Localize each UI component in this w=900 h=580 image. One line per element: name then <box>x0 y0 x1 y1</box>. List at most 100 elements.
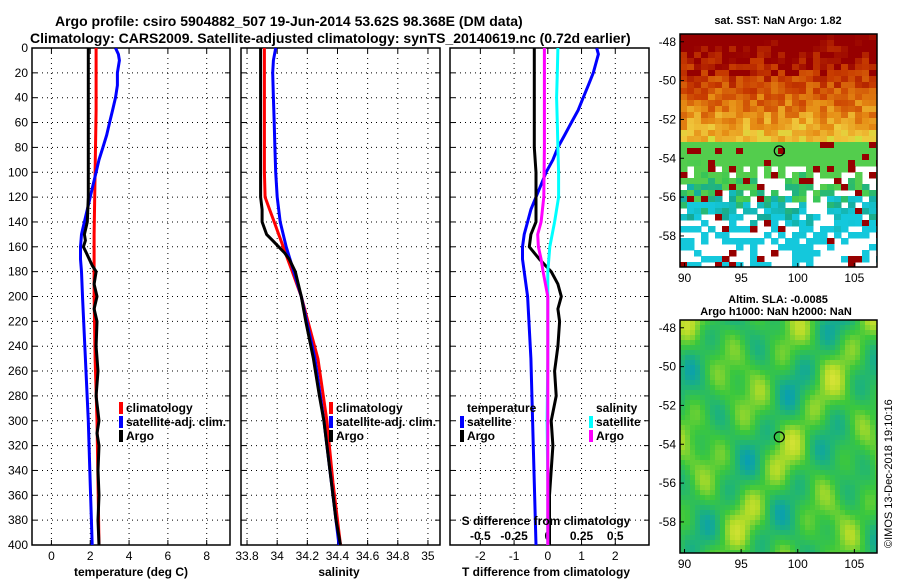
sst-cell <box>869 118 877 125</box>
sla-cell <box>760 375 766 381</box>
sst-cell <box>820 154 828 161</box>
sla-cell <box>680 365 686 371</box>
sla-cell <box>815 465 821 471</box>
sst-cell <box>799 178 807 185</box>
sla-cell <box>725 405 731 411</box>
sla-cell <box>725 450 731 456</box>
sla-cell <box>740 460 746 466</box>
sla-cell <box>700 540 706 546</box>
sla-cell <box>730 330 736 336</box>
sst-cell <box>708 118 716 125</box>
sla-cell <box>690 320 696 326</box>
sst-cell <box>785 76 793 83</box>
sst-cell <box>834 88 842 95</box>
sla-cell <box>805 375 811 381</box>
sla-cell <box>680 420 686 426</box>
sla-cell <box>815 475 821 481</box>
map-y-tick-label: -54 <box>659 437 677 451</box>
sla-cell <box>775 425 781 431</box>
sla-cell <box>765 375 771 381</box>
sst-cell <box>687 214 695 221</box>
sla-cell <box>725 340 731 346</box>
sla-cell <box>860 420 866 426</box>
sla-cell <box>750 425 756 431</box>
sst-cell <box>687 148 695 155</box>
sst-cell <box>694 148 702 155</box>
sst-cell <box>855 160 863 167</box>
sst-cell <box>701 136 709 143</box>
sst-cell <box>680 196 688 203</box>
sst-cell <box>722 238 730 245</box>
sla-cell <box>865 550 871 553</box>
sla-cell <box>850 415 856 421</box>
sla-cell <box>805 380 811 386</box>
sla-cell <box>765 360 771 366</box>
sla-cell <box>845 495 851 501</box>
sla-cell <box>795 405 801 411</box>
sla-cell <box>830 500 836 506</box>
sla-cell <box>705 465 711 471</box>
sst-cell <box>855 76 863 83</box>
sla-cell <box>680 505 686 511</box>
sst-cell <box>736 238 744 245</box>
sst-cell <box>848 112 856 119</box>
sla-cell <box>725 465 731 471</box>
sla-cell <box>795 465 801 471</box>
sla-cell <box>800 425 806 431</box>
sla-cell <box>780 465 786 471</box>
map-x-tick-label: 100 <box>788 271 808 285</box>
sla-cell <box>830 395 836 401</box>
legend-swatch-satellite <box>329 416 333 428</box>
sst-cell <box>841 184 849 191</box>
sla-cell <box>790 410 796 416</box>
sst-cell <box>764 52 772 59</box>
sla-cell <box>690 520 696 526</box>
sla-cell <box>750 430 756 436</box>
sla-cell <box>725 370 731 376</box>
sla-cell <box>745 365 751 371</box>
sst-cell <box>708 106 716 113</box>
sla-cell <box>710 385 716 391</box>
sst-cell <box>708 184 716 191</box>
sla-cell <box>850 520 856 526</box>
sst-cell <box>785 100 793 107</box>
sla-cell <box>685 535 691 541</box>
sla-cell <box>755 530 761 536</box>
sla-cell <box>705 380 711 386</box>
sla-cell <box>875 430 877 436</box>
sst-cell <box>827 172 835 179</box>
map-y-tick-label: -54 <box>659 151 677 165</box>
sst-cell <box>834 178 842 185</box>
sla-cell <box>870 440 876 446</box>
sst-cell <box>680 202 688 209</box>
map-y-tick-label: -58 <box>659 515 677 529</box>
sla-cell <box>820 470 826 476</box>
sla-cell <box>800 445 806 451</box>
sla-cell <box>850 425 856 431</box>
sla-cell <box>845 500 851 506</box>
sla-cell <box>755 495 761 501</box>
sla-cell <box>865 460 871 466</box>
sla-cell <box>845 395 851 401</box>
sla-cell <box>875 335 877 341</box>
sla-cell <box>795 425 801 431</box>
sst-cell <box>701 52 709 59</box>
sla-cell <box>855 450 861 456</box>
sla-cell <box>835 395 841 401</box>
sla-cell <box>865 420 871 426</box>
sla-cell <box>695 440 701 446</box>
sla-cell <box>720 500 726 506</box>
sst-cell <box>694 202 702 209</box>
sst-cell <box>862 100 870 107</box>
sst-cell <box>680 82 688 89</box>
sla-cell <box>755 375 761 381</box>
sla-cell <box>695 340 701 346</box>
sla-cell <box>785 390 791 396</box>
sla-cell <box>685 545 691 551</box>
sla-cell <box>800 535 806 541</box>
sla-cell <box>740 330 746 336</box>
sla-cell <box>835 430 841 436</box>
sla-cell <box>695 330 701 336</box>
sst-cell <box>862 160 870 167</box>
sla-cell <box>745 460 751 466</box>
